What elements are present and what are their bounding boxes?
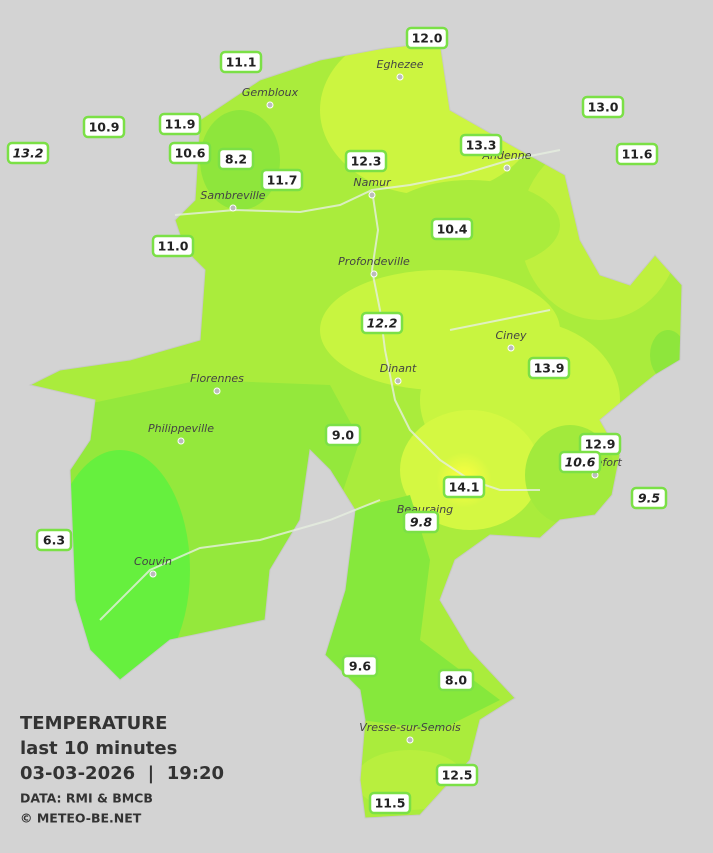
legend: TEMPERATURE last 10 minutes 03-03-2026 |… <box>20 713 224 826</box>
legend-subtitle: last 10 minutes <box>20 738 177 759</box>
station-box <box>168 141 212 165</box>
city-dot <box>368 191 376 199</box>
station-value: 10.6 <box>565 455 596 470</box>
station-box <box>344 149 388 173</box>
station-box <box>430 217 474 241</box>
city-dot <box>149 570 157 578</box>
station-value: 6.3 <box>43 533 65 548</box>
station-value: 11.7 <box>267 173 298 188</box>
city-label: Dinant <box>380 362 417 375</box>
city-dot <box>406 736 414 744</box>
city-label: Namur <box>353 176 392 189</box>
station-box <box>368 791 412 815</box>
station-value: 11.6 <box>622 147 653 162</box>
city-label: Sambreville <box>200 189 265 202</box>
station-value: 9.5 <box>638 491 660 506</box>
city-dot <box>213 387 221 395</box>
station-box <box>630 486 668 510</box>
station-box <box>82 115 126 139</box>
legend-source: DATA: RMI & BMCB <box>20 791 153 806</box>
station-value: 13.0 <box>588 100 619 115</box>
city-dot <box>229 204 237 212</box>
station-value: 13.9 <box>534 361 565 376</box>
city-dot <box>503 164 511 172</box>
station-value: 11.5 <box>375 796 406 811</box>
station-box <box>35 528 73 552</box>
legend-credit: © METEO-BE.NET <box>20 811 142 826</box>
city-label: Ciney <box>496 329 527 342</box>
station-value: 10.6 <box>175 146 206 161</box>
city-dot <box>396 73 404 81</box>
station-box <box>402 510 440 534</box>
station-box <box>558 450 602 474</box>
station-box <box>459 133 503 157</box>
station-box <box>217 147 255 171</box>
station-value: 12.0 <box>412 31 443 46</box>
station-box <box>360 311 404 335</box>
station-value: 8.2 <box>225 152 247 167</box>
station-box <box>219 50 263 74</box>
station-value: 11.9 <box>165 117 196 132</box>
city-label: Couvin <box>134 555 172 568</box>
city-label: Gembloux <box>242 86 299 99</box>
station-box <box>437 668 475 692</box>
city-dot <box>177 437 185 445</box>
station-value: 9.0 <box>332 428 354 443</box>
station-value: 11.1 <box>226 55 257 70</box>
cities: EghezeeGemblouxAndenneNamurSambrevillePr… <box>134 58 622 744</box>
station-value: 9.6 <box>349 659 371 674</box>
station-value: 10.4 <box>437 222 468 237</box>
legend-title: TEMPERATURE <box>20 713 167 734</box>
station-value: 12.2 <box>367 316 398 331</box>
station-box <box>405 26 449 50</box>
stations: 12.0 11.1 13.0 10.9 11.9 13.2 10.6 8.2 12.3 13.3 1… <box>6 26 668 815</box>
station-value: 14.1 <box>449 480 480 495</box>
station-box <box>581 95 625 119</box>
station-value: 12.5 <box>442 768 473 783</box>
station-value: 11.0 <box>158 239 189 254</box>
station-box <box>435 763 479 787</box>
city-label: Florennes <box>190 372 244 385</box>
city-label: Eghezee <box>377 58 424 71</box>
city-dot <box>266 101 274 109</box>
city-dot <box>394 377 402 385</box>
city-label: Philippeville <box>148 422 214 435</box>
station-value: 8.0 <box>445 673 467 688</box>
station-box <box>442 475 486 499</box>
station-value: 13.2 <box>13 146 44 161</box>
station-box <box>324 423 362 447</box>
station-box <box>158 112 202 136</box>
station-box <box>260 168 304 192</box>
station-value: 12.9 <box>585 437 616 452</box>
station-box <box>151 234 195 258</box>
station-box <box>341 654 379 678</box>
legend-datetime: 03-03-2026 | 19:20 <box>20 763 224 784</box>
station-box <box>615 142 659 166</box>
city-dot <box>507 344 515 352</box>
city-label: Profondeville <box>338 255 410 268</box>
station-box <box>6 141 50 165</box>
city-dot <box>370 270 378 278</box>
city-label: Vresse-sur-Semois <box>359 721 461 734</box>
station-box <box>527 356 571 380</box>
station-value: 12.3 <box>351 154 382 169</box>
station-value: 13.3 <box>466 138 497 153</box>
station-value: 10.9 <box>89 120 120 135</box>
station-value: 9.8 <box>410 515 432 530</box>
